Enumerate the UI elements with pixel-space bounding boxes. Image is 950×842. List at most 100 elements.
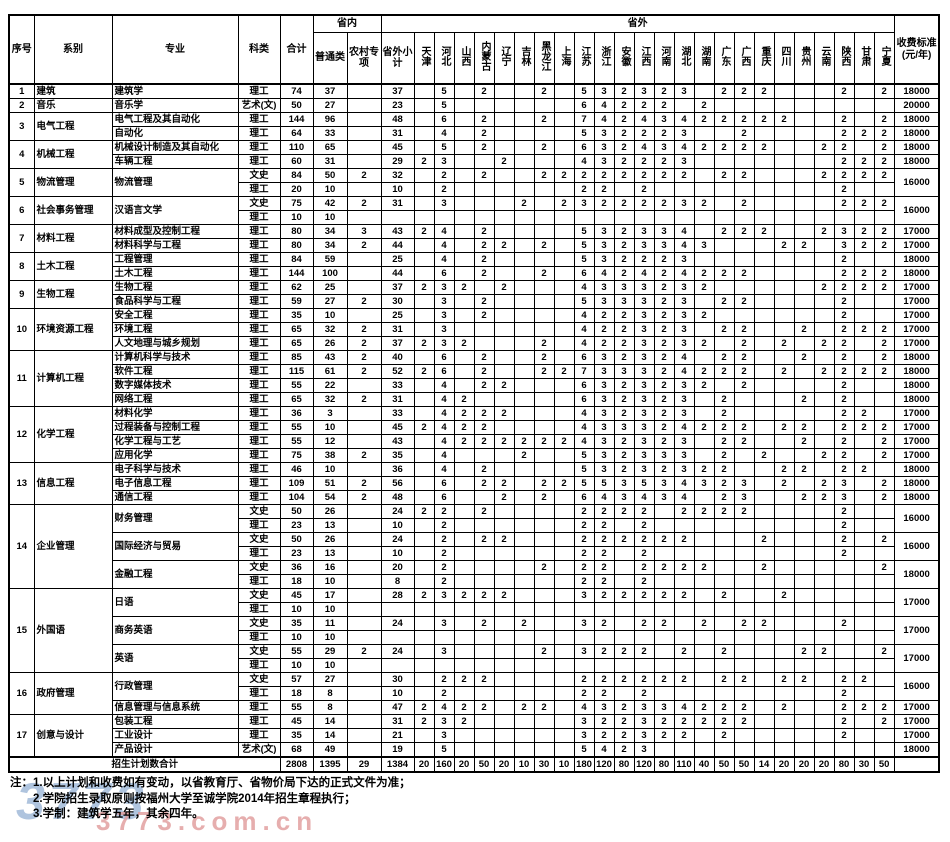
value-cell [733, 644, 755, 659]
value-cell [346, 672, 382, 687]
value-cell: 2 [473, 112, 495, 127]
value-cell [793, 686, 815, 701]
value-cell [473, 574, 495, 589]
value-cell: 2 [633, 560, 655, 575]
value-cell: 2 [833, 364, 855, 379]
value-cell: 5 [433, 83, 455, 99]
value-cell [513, 308, 535, 323]
value-cell: 2 [593, 560, 615, 575]
value-cell [753, 434, 775, 449]
value-cell: 2 [853, 406, 875, 421]
value-cell: 3 [633, 308, 655, 323]
value-cell [753, 182, 775, 197]
value-cell: 2 [833, 83, 855, 99]
value-cell [793, 574, 815, 589]
col-header-out-subtotal: 省外小计 [380, 32, 415, 85]
value-cell: 2 [346, 392, 382, 407]
value-cell: 2 [833, 420, 855, 435]
value-cell: 3 [573, 728, 595, 743]
value-cell [713, 252, 735, 267]
value-cell: 2 [613, 140, 635, 155]
value-cell: 2 [653, 266, 675, 281]
value-cell: 2 [433, 546, 455, 561]
value-cell: 3 [613, 364, 635, 379]
value-cell: 31 [380, 322, 415, 337]
value-cell [853, 728, 875, 743]
value-cell [533, 420, 555, 435]
value-cell [553, 644, 575, 659]
value-cell [413, 126, 435, 141]
value-cell: 2 [346, 238, 382, 253]
value-cell [533, 546, 555, 561]
value-cell [413, 112, 435, 127]
value-cell [453, 294, 475, 309]
value-cell: 2 [513, 700, 535, 715]
value-cell [853, 210, 875, 225]
value-cell: 2 [673, 560, 695, 575]
value-cell: 24 [380, 532, 415, 547]
fee-value: 18000 [893, 140, 940, 155]
value-cell: 6 [433, 490, 455, 505]
fee-value: 18000 [893, 266, 940, 281]
value-cell: 2 [733, 140, 755, 155]
value-cell: 2 [346, 196, 382, 211]
value-cell: 2 [473, 294, 495, 309]
value-cell [773, 574, 795, 589]
value-cell [733, 154, 755, 169]
value-cell: 3 [573, 616, 595, 631]
value-cell: 43 [312, 350, 348, 365]
value-cell [853, 434, 875, 449]
value-cell [733, 686, 755, 701]
value-cell: 2 [346, 448, 382, 463]
value-cell [793, 140, 815, 155]
province-header: 宁夏 [873, 32, 895, 85]
value-cell: 2 [573, 518, 595, 533]
value-cell: 2 [833, 616, 855, 631]
value-cell: 3 [593, 378, 615, 393]
value-cell: 2 [713, 728, 735, 743]
value-cell [513, 238, 535, 253]
major-name: 数字媒体技术 [111, 378, 239, 393]
value-cell [413, 378, 435, 393]
major-name: 生物工程 [111, 280, 239, 295]
province-header: 江西 [633, 32, 655, 85]
value-cell: 2 [553, 476, 575, 491]
value-cell [753, 308, 775, 323]
province-header: 江苏 [573, 32, 595, 85]
value-cell: 2 [773, 672, 795, 687]
value-cell [453, 504, 475, 519]
value-cell: 6 [433, 112, 455, 127]
value-cell: 50 [279, 98, 314, 113]
value-cell: 2 [713, 350, 735, 365]
value-cell [833, 98, 855, 113]
value-cell [413, 140, 435, 155]
value-cell: 6 [573, 98, 595, 113]
value-cell: 2 [533, 83, 555, 99]
value-cell: 25 [312, 280, 348, 295]
value-cell: 37 [380, 280, 415, 295]
value-cell [673, 616, 695, 631]
value-cell [346, 700, 382, 715]
value-cell [533, 210, 555, 225]
value-cell [813, 714, 835, 729]
value-cell: 2 [693, 378, 715, 393]
value-cell [473, 658, 495, 673]
value-cell: 4 [573, 434, 595, 449]
fee-value: 18000 [893, 490, 940, 505]
value-cell: 2 [753, 616, 775, 631]
fee-value: 17000 [893, 280, 940, 295]
value-cell: 31 [380, 392, 415, 407]
value-cell: 2 [833, 266, 855, 281]
province-header: 四川 [773, 32, 795, 85]
value-cell: 14 [312, 728, 348, 743]
fee-value: 17000 [893, 294, 940, 309]
row-number: 9 [8, 280, 35, 309]
value-cell: 2 [613, 714, 635, 729]
value-cell [813, 308, 835, 323]
value-cell: 2 [793, 644, 815, 659]
value-cell: 31 [312, 154, 348, 169]
value-cell [693, 448, 715, 463]
value-cell [453, 728, 475, 743]
value-cell [853, 574, 875, 589]
value-cell [693, 518, 715, 533]
